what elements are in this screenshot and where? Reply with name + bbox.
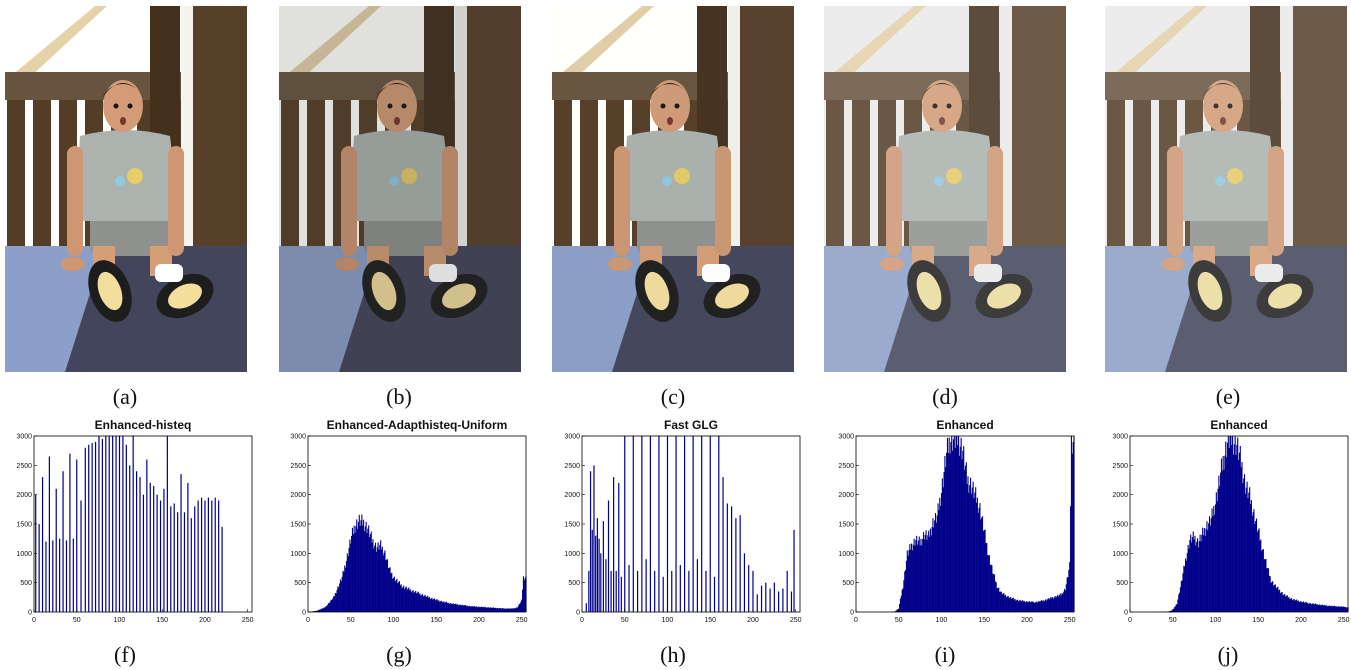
y-tick-label: 0 <box>576 610 580 617</box>
y-tick-label: 1000 <box>564 551 580 558</box>
histogram-h: Fast GLG 0 50 100 150 200 250 0 500 1000 1500 2000 2… <box>562 418 802 632</box>
x-tick-label: 250 <box>516 617 528 624</box>
y-tick-label: 3000 <box>1112 434 1128 441</box>
y-tick-label: 1000 <box>838 551 854 558</box>
x-tick-label: 0 <box>306 617 310 624</box>
x-tick-label: 150 <box>978 617 990 624</box>
y-tick-label: 1000 <box>16 551 32 558</box>
y-tick-label: 1500 <box>16 522 32 529</box>
histogram-g: Enhanced-Adapthisteq-Uniform 0 50 100 150 200… <box>288 418 528 632</box>
caption-b: (b) <box>349 384 449 410</box>
y-tick-label: 3000 <box>290 434 306 441</box>
y-tick-label: 1500 <box>564 522 580 529</box>
y-tick-label: 3000 <box>564 434 580 441</box>
x-tick-label: 50 <box>1169 617 1177 624</box>
y-tick-label: 0 <box>302 610 306 617</box>
x-tick-label: 100 <box>114 617 126 624</box>
photo-d <box>824 6 1066 372</box>
y-tick-label: 2000 <box>16 492 32 499</box>
y-tick-label: 2000 <box>290 492 306 499</box>
x-tick-label: 100 <box>936 617 948 624</box>
caption-h: (h) <box>623 642 723 668</box>
caption-a: (a) <box>75 384 175 410</box>
x-tick-label: 200 <box>199 617 211 624</box>
x-tick-label: 0 <box>1128 617 1132 624</box>
photo-e <box>1105 6 1347 372</box>
y-tick-label: 1000 <box>290 551 306 558</box>
caption-f: (f) <box>75 642 175 668</box>
y-tick-label: 500 <box>20 580 32 587</box>
caption-c: (c) <box>623 384 723 410</box>
x-tick-label: 0 <box>32 617 36 624</box>
x-tick-label: 150 <box>704 617 716 624</box>
histogram-j: Enhanced 0 50 100 150 200 250 0 500 1000 1500 2000 2… <box>1110 418 1350 632</box>
caption-d: (d) <box>895 384 995 410</box>
x-tick-label: 250 <box>790 617 802 624</box>
x-tick-label: 150 <box>1252 617 1264 624</box>
y-tick-label: 2000 <box>1112 492 1128 499</box>
photo-a <box>5 6 247 372</box>
y-tick-label: 2500 <box>564 463 580 470</box>
x-tick-label: 50 <box>621 617 629 624</box>
x-tick-label: 100 <box>1210 617 1222 624</box>
y-tick-label: 1500 <box>838 522 854 529</box>
y-tick-label: 0 <box>1124 610 1128 617</box>
y-tick-label: 2000 <box>838 492 854 499</box>
histogram-i: Enhanced 0 50 100 150 200 250 0 500 1000 1500 2000 2… <box>836 418 1076 632</box>
x-tick-label: 200 <box>747 617 759 624</box>
photo-b <box>279 6 521 372</box>
y-tick-label: 3000 <box>838 434 854 441</box>
x-tick-label: 150 <box>156 617 168 624</box>
histogram-title: Enhanced <box>936 418 993 432</box>
x-tick-label: 200 <box>1021 617 1033 624</box>
x-tick-label: 100 <box>662 617 674 624</box>
x-tick-label: 250 <box>1064 617 1076 624</box>
histogram-title: Enhanced-histeq <box>95 418 192 432</box>
y-tick-label: 0 <box>850 610 854 617</box>
x-tick-label: 200 <box>1295 617 1307 624</box>
y-tick-label: 0 <box>28 610 32 617</box>
y-tick-label: 500 <box>842 580 854 587</box>
y-tick-label: 500 <box>294 580 306 587</box>
x-tick-label: 50 <box>895 617 903 624</box>
y-tick-label: 1500 <box>290 522 306 529</box>
x-tick-label: 200 <box>473 617 485 624</box>
x-tick-label: 150 <box>430 617 442 624</box>
caption-i: (i) <box>895 642 995 668</box>
histogram-title: Fast GLG <box>664 418 718 432</box>
y-tick-label: 500 <box>568 580 580 587</box>
y-tick-label: 2500 <box>290 463 306 470</box>
x-tick-label: 250 <box>1338 617 1350 624</box>
histogram-f: Enhanced-histeq 0 50 100 150 200 250 0 500 1000 15… <box>14 418 254 632</box>
photo-c <box>552 6 794 372</box>
histogram-title: Enhanced-Adapthisteq-Uniform <box>327 418 508 432</box>
y-tick-label: 2500 <box>1112 463 1128 470</box>
caption-j: (j) <box>1178 642 1278 668</box>
x-tick-label: 0 <box>854 617 858 624</box>
plot-frame <box>582 436 800 612</box>
x-tick-label: 250 <box>242 617 254 624</box>
x-tick-label: 50 <box>347 617 355 624</box>
y-tick-label: 2500 <box>838 463 854 470</box>
y-tick-label: 2000 <box>564 492 580 499</box>
y-tick-label: 2500 <box>16 463 32 470</box>
x-tick-label: 100 <box>388 617 400 624</box>
y-tick-label: 1000 <box>1112 551 1128 558</box>
x-tick-label: 50 <box>73 617 81 624</box>
caption-e: (e) <box>1178 384 1278 410</box>
caption-g: (g) <box>349 642 449 668</box>
y-tick-label: 500 <box>1116 580 1128 587</box>
y-tick-label: 1500 <box>1112 522 1128 529</box>
x-tick-label: 0 <box>580 617 584 624</box>
y-tick-label: 3000 <box>16 434 32 441</box>
histogram-title: Enhanced <box>1210 418 1267 432</box>
